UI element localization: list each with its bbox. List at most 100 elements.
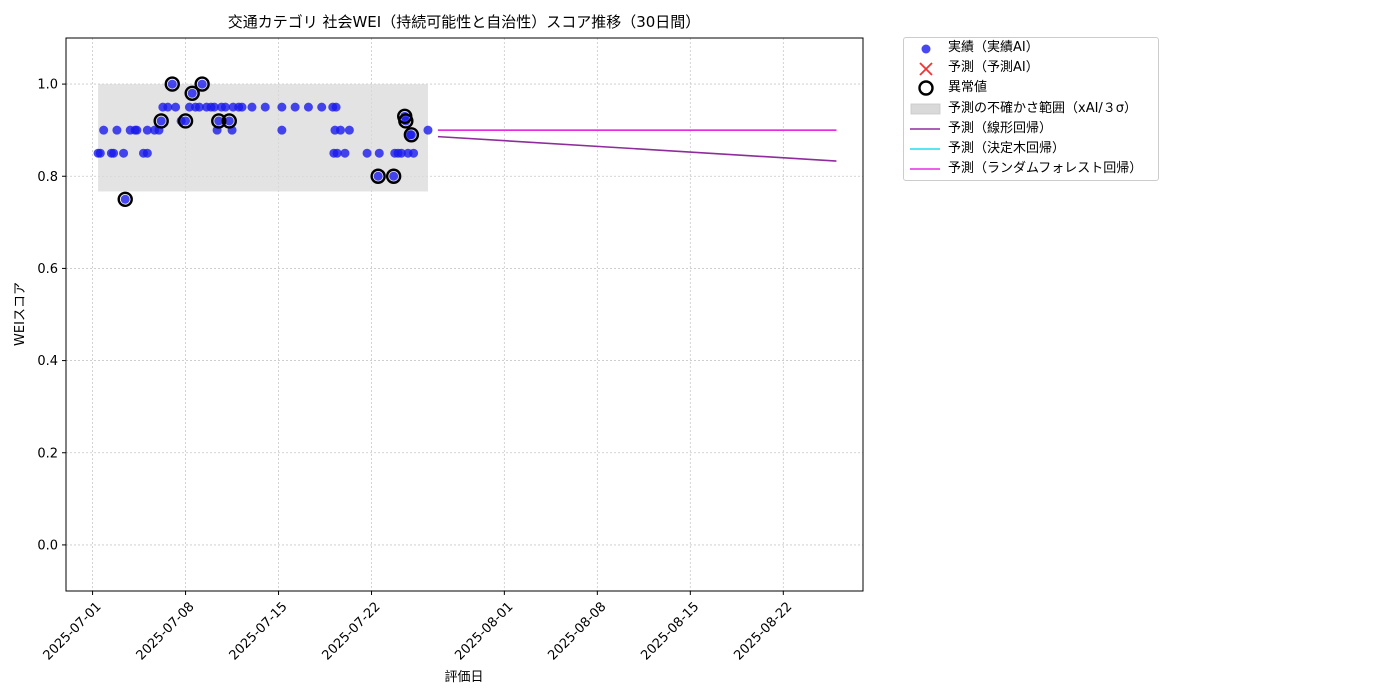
anomaly-marker xyxy=(385,168,402,184)
actual-point xyxy=(167,79,177,89)
actual-point xyxy=(373,171,383,181)
legend-marker-uncertainty xyxy=(910,103,941,115)
actual-point xyxy=(423,125,433,135)
anomaly-marker xyxy=(398,113,414,129)
legend-marker-tree xyxy=(910,148,940,150)
actual-point xyxy=(224,116,234,126)
actual-point xyxy=(197,79,207,89)
legend-label: 予測（予測AI） xyxy=(948,60,1039,75)
x-tick-label: 2025-08-15 xyxy=(638,599,702,663)
chart-title: 交通カテゴリ 社会WEI（持続可能性と自治性）スコア推移（30日間） xyxy=(228,13,701,31)
legend-item-forecast-ai: 予測（予測AI） xyxy=(904,58,1160,78)
legend-item-linear: 予測（線形回帰） xyxy=(904,119,1160,139)
legend-marker-forecast-ai xyxy=(919,62,933,76)
actual-point xyxy=(120,194,130,204)
actual-point xyxy=(220,102,230,112)
x-tick-label: 2025-07-08 xyxy=(134,599,198,663)
actual-point xyxy=(336,125,346,135)
actual-point xyxy=(277,125,287,135)
actual-point xyxy=(406,130,416,140)
line-layer xyxy=(437,129,837,162)
anomaly-marker xyxy=(164,76,180,92)
actual-point xyxy=(171,102,181,112)
anomaly-layer xyxy=(117,76,420,207)
legend-item-tree: 予測（決定木回帰） xyxy=(904,139,1160,159)
actual-point xyxy=(112,125,122,135)
actual-point xyxy=(344,125,354,135)
anomaly-marker xyxy=(221,113,237,129)
actual-point xyxy=(303,102,313,112)
x-axis-ticks: 2025-07-01 2025-07-08 2025-07-15 2025-07-22… xyxy=(41,591,795,663)
plot-frame xyxy=(65,37,864,592)
x-tick-label: 2025-07-22 xyxy=(320,599,384,663)
legend-marker-forest xyxy=(910,168,940,170)
legend-item-actual: 実績（実績AI） xyxy=(904,38,1160,58)
y-tick-label: 0.0 xyxy=(37,538,58,553)
anomaly-marker xyxy=(177,113,194,129)
anomaly-marker xyxy=(153,113,169,129)
legend-label: 予測（決定木回帰） xyxy=(948,141,1066,156)
actual-point xyxy=(374,148,384,158)
legend-item-forest: 予測（ランダムフォレスト回帰） xyxy=(904,159,1160,179)
forecast-line xyxy=(437,135,837,162)
actual-point xyxy=(95,148,105,158)
legend-label: 異常値 xyxy=(948,80,988,95)
legend-label: 予測（ランダムフォレスト回帰） xyxy=(948,161,1143,176)
y-axis-ticks: 0.0 0.2 0.4 0.6 0.8 1.0 xyxy=(37,78,66,553)
legend-item-uncertainty: 予測の不確かさ範囲（xAI/３σ） xyxy=(904,99,1160,119)
y-tick-label: 1.0 xyxy=(37,78,58,93)
actual-point xyxy=(209,102,219,112)
anomaly-marker xyxy=(194,76,210,92)
anomaly-marker xyxy=(370,168,386,184)
y-tick-label: 0.2 xyxy=(37,446,58,461)
actual-point xyxy=(332,148,342,158)
actual-point xyxy=(396,148,406,158)
actual-point xyxy=(362,148,372,158)
anomaly-marker xyxy=(184,85,200,102)
anomaly-marker xyxy=(211,113,227,129)
legend-marker-actual xyxy=(921,44,931,54)
anomaly-marker xyxy=(117,191,133,207)
x-tick-label: 2025-08-08 xyxy=(545,599,609,663)
legend-label: 実績（実績AI） xyxy=(948,40,1039,55)
actual-point xyxy=(237,102,247,112)
x-tick-label: 2025-08-22 xyxy=(731,599,795,663)
actual-point xyxy=(340,148,350,158)
legend-marker-anomaly xyxy=(918,80,934,96)
actual-point xyxy=(163,102,173,112)
actual-point xyxy=(156,116,166,126)
actual-point xyxy=(132,125,142,135)
actual-point xyxy=(119,148,129,158)
y-tick-label: 0.4 xyxy=(37,354,58,369)
actual-point xyxy=(142,125,152,135)
actual-point xyxy=(290,102,300,112)
actual-point xyxy=(109,148,119,158)
x-tick-label: 2025-08-01 xyxy=(452,599,516,663)
actual-point xyxy=(317,102,327,112)
actual-point xyxy=(260,102,270,112)
actual-point xyxy=(194,102,204,112)
actual-point xyxy=(331,102,341,112)
actual-point xyxy=(409,148,419,158)
legend-marker-linear xyxy=(910,128,940,130)
y-axis-label: WEIスコア xyxy=(13,282,28,346)
actual-point xyxy=(214,116,224,126)
y-tick-label: 0.6 xyxy=(37,262,58,277)
actual-point xyxy=(247,102,257,112)
actual-point xyxy=(187,88,197,98)
actual-point xyxy=(99,125,109,135)
legend-item-anomaly: 異常値 xyxy=(904,78,1160,98)
legend-label: 予測の不確かさ範囲（xAI/３σ） xyxy=(948,101,1138,116)
anomaly-marker xyxy=(403,127,420,143)
actual-point xyxy=(142,148,152,158)
actual-point xyxy=(277,102,287,112)
actual-point xyxy=(389,171,399,181)
legend: 実績（実績AI） 予測（予測AI） 異常値 予測の不確かさ範囲（xAI/３σ） … xyxy=(903,37,1159,181)
actual-point xyxy=(181,116,191,126)
x-tick-label: 2025-07-01 xyxy=(41,599,105,663)
y-tick-label: 0.8 xyxy=(37,170,58,185)
x-tick-label: 2025-07-15 xyxy=(227,599,291,663)
x-axis-label: 評価日 xyxy=(444,670,483,685)
legend-label: 予測（線形回帰） xyxy=(948,121,1053,136)
